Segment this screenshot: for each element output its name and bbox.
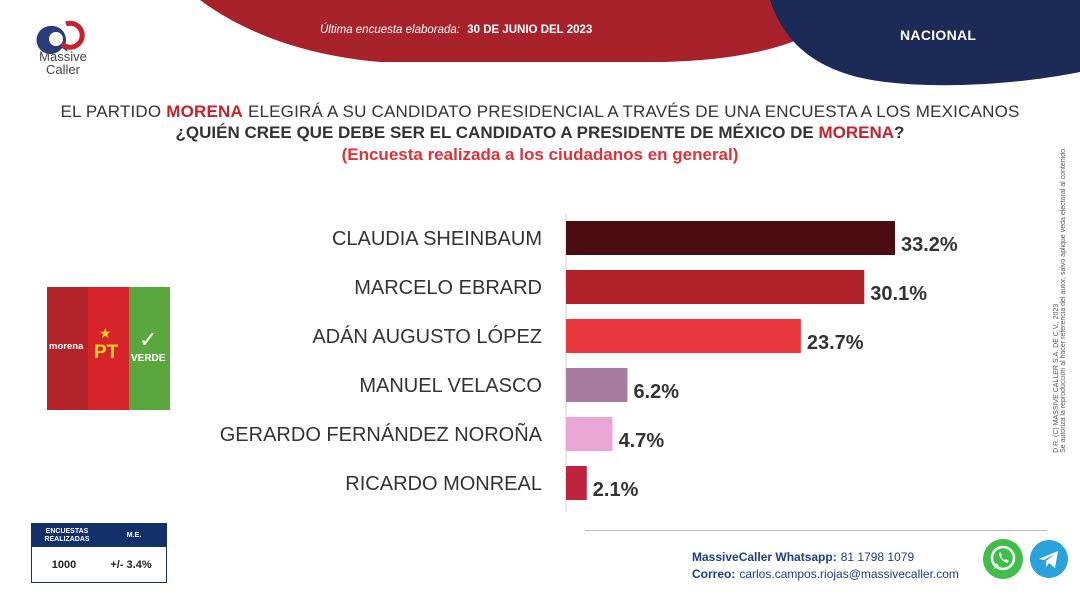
category-label-1: CLAUDIA SHEINBAUM xyxy=(332,228,542,250)
scope-label: NACIONAL xyxy=(900,27,977,43)
massive-caller-logo-icon xyxy=(36,20,85,54)
morena-logo-text: morena xyxy=(49,341,84,352)
email-address[interactable]: carlos.campos.riojas@massivecaller.com xyxy=(739,567,959,581)
whatsapp-number[interactable]: 81 1798 1079 xyxy=(840,550,915,564)
bar-6 xyxy=(566,466,587,500)
whatsapp-contact: MassiveCaller Whatsapp: 81 1798 1079 xyxy=(692,550,914,564)
verde-logo: ✓ VERDE xyxy=(129,287,170,410)
pt-logo-text: PT xyxy=(94,342,119,363)
email-contact: Correo: carlos.campos.riojas@massivecalle… xyxy=(692,567,959,581)
header-navy-band xyxy=(770,0,1080,86)
brand-name-line2: Caller xyxy=(46,62,80,77)
morena-logo: morena xyxy=(47,287,88,410)
category-label-6: RICARDO MONREAL xyxy=(345,473,542,495)
margin-error-value: +/- 3.4% xyxy=(110,559,152,571)
email-label: Correo: xyxy=(692,567,736,581)
category-label-5: GERARDO FERNÁNDEZ NOROÑA xyxy=(220,422,543,446)
copyright-line2: Se autoriza la reproducción al hacer ref… xyxy=(1060,147,1067,453)
question-party: MORENA xyxy=(818,123,895,142)
telegram-icon[interactable] xyxy=(1030,540,1068,578)
survey-date-value: 30 DE JUNIO DEL 2023 xyxy=(467,24,593,36)
footer-divider xyxy=(585,530,1047,531)
bar-1 xyxy=(566,221,895,255)
survey-note: (Encuesta realizada a los ciudadanos en … xyxy=(341,145,739,164)
coalition-logo: morena ★ PT ✓ VERDE xyxy=(47,287,170,410)
bar-2 xyxy=(566,270,865,304)
star-icon: ★ xyxy=(99,325,112,341)
value-label-1: 33.2% xyxy=(901,234,958,256)
category-label-4: MANUEL VELASCO xyxy=(359,375,542,397)
bar-4 xyxy=(566,368,628,402)
header-background xyxy=(200,0,1080,86)
value-label-3: 23.7% xyxy=(807,332,864,354)
headline-post: ELEGIRÁ A SU CANDIDATO PRESIDENCIAL A TR… xyxy=(243,102,1020,121)
margin-error-header: M.E. xyxy=(126,531,142,539)
verde-logo-text: VERDE xyxy=(131,353,166,364)
question-pre: ¿QUIÉN CREE QUE DEBE SER EL CANDIDATO A … xyxy=(175,123,819,142)
check-icon: ✓ xyxy=(139,327,158,352)
question: ¿QUIÉN CREE QUE DEBE SER EL CANDIDATO A … xyxy=(0,123,1080,143)
surveys-value: 1000 xyxy=(51,559,77,571)
value-label-4: 6.2% xyxy=(633,381,679,403)
copyright-line1: D.R. (C) MASSIVE CALLER S.A. DE C.V., 20… xyxy=(1053,303,1060,453)
brand-name: Massive Caller xyxy=(28,50,98,76)
value-label-2: 30.1% xyxy=(870,283,927,305)
question-post: ? xyxy=(894,123,905,142)
survey-date-text: Última encuesta elaborada: 30 DE JUNIO D… xyxy=(320,24,592,36)
headline-party: MORENA xyxy=(166,102,244,121)
pt-logo: ★ PT xyxy=(88,287,129,410)
category-label-2: MARCELO EBRARD xyxy=(354,277,542,299)
surveys-header: ENCUESTAS REALIZADAS xyxy=(44,527,90,543)
bar-3 xyxy=(566,319,801,353)
brand-name-line1: Massive xyxy=(39,49,87,64)
survey-stats-box: ENCUESTAS REALIZADAS M.E. 1000 +/- 3.4% xyxy=(31,523,167,583)
header-red-band xyxy=(200,0,860,62)
survey-date-label: Última encuesta elaborada: xyxy=(320,24,460,36)
category-label-3: ADÁN AUGUSTO LÓPEZ xyxy=(312,325,542,348)
whatsapp-label: MassiveCaller Whatsapp: xyxy=(692,550,837,564)
headline-pre: EL PARTIDO xyxy=(60,102,167,121)
value-label-6: 2.1% xyxy=(593,479,639,501)
value-label-5: 4.7% xyxy=(619,430,665,452)
headline: EL PARTIDO MORENA ELEGIRÁ A SU CANDIDATO… xyxy=(0,102,1080,122)
whatsapp-icon[interactable] xyxy=(983,539,1023,579)
bar-5 xyxy=(566,417,613,451)
copyright-note: D.R. (C) MASSIVE CALLER S.A. DE C.V., 20… xyxy=(1053,147,1067,453)
